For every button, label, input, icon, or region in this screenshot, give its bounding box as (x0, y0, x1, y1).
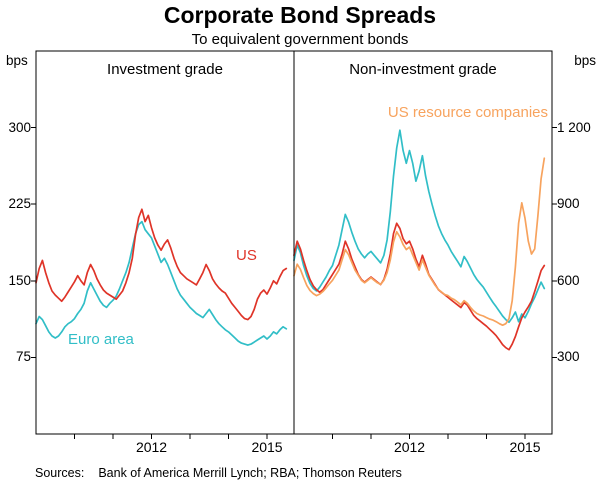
chart-title: Corporate Bond Spreads (163, 2, 437, 28)
y-tick-label-left: 225 (8, 196, 31, 212)
x-tick-label: 2012 (135, 439, 168, 455)
x-tick-label: 2015 (509, 439, 541, 455)
panel-label-non-investment-grade: Non-investment grade (349, 61, 497, 78)
left-axis-unit-label: bps (6, 53, 28, 68)
y-tick-label-left: 150 (8, 272, 31, 288)
series-line-us (293, 222, 546, 351)
panel-label-investment-grade: Investment grade (107, 61, 223, 78)
y-tick-label-right: 900 (557, 196, 580, 212)
x-tick-label: 2015 (251, 439, 283, 455)
y-tick-label-right: 300 (557, 349, 580, 365)
series-line-us (35, 208, 288, 321)
sources-text: Bank of America Merrill Lynch; RBA; Thom… (98, 466, 402, 480)
y-tick-label-right: 1 200 (557, 119, 591, 135)
series-label-euro-area: Euro area (68, 331, 134, 348)
y-tick-label-right: 600 (557, 272, 580, 288)
right-axis-unit-label: bps (574, 53, 596, 68)
series-label-us-resource-companies: US resource companies (387, 104, 548, 121)
sources-note: Sources: Bank of America Merrill Lynch; R… (35, 466, 402, 480)
y-tick-label-left: 300 (8, 119, 31, 135)
chart-subtitle: To equivalent government bonds (191, 31, 409, 48)
x-tick-label: 2012 (393, 439, 426, 455)
series-line-us-resource-companies (293, 157, 546, 327)
series-line-euro-area (35, 220, 288, 346)
series-label-us: US (236, 247, 257, 264)
sources-label: Sources: (35, 466, 85, 480)
series-line-euro-area (293, 129, 546, 324)
y-tick-label-left: 75 (15, 349, 31, 365)
